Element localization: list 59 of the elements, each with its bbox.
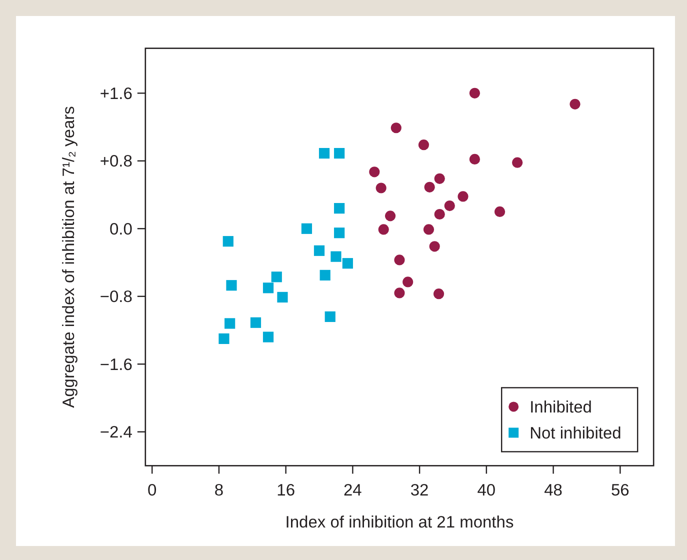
point (570, 98, 580, 110)
y-axis-title: Aggregate index of inhibition at 7¹/₂ years (60, 106, 78, 408)
y-tick-label: −2.4 (100, 424, 132, 442)
x-tick-label: 32 (410, 482, 429, 500)
x-tick-label: 16 (276, 482, 296, 500)
point (385, 210, 396, 222)
point (424, 182, 435, 192)
point (342, 258, 353, 269)
point (376, 182, 386, 194)
point (434, 208, 445, 220)
point (458, 191, 468, 202)
point (271, 272, 282, 282)
point (218, 333, 230, 344)
x-tick-label: 8 (214, 482, 224, 500)
point (444, 200, 455, 212)
point (330, 251, 342, 262)
point (250, 317, 262, 328)
point (324, 311, 336, 322)
point (378, 224, 389, 235)
point (334, 203, 345, 214)
point (277, 292, 288, 303)
point (334, 228, 345, 238)
x-tick-label: 56 (610, 482, 630, 500)
point (494, 206, 506, 218)
point (224, 318, 236, 329)
point (369, 166, 380, 178)
point (318, 148, 330, 159)
y-tick-label: −0.8 (100, 288, 132, 306)
x-axis-title: Index of inhibition at 21 months (285, 514, 514, 532)
x-tick-label: 24 (344, 482, 362, 500)
legend-label: Not inhibited (530, 424, 622, 442)
point (434, 173, 445, 184)
point (262, 282, 274, 294)
point (334, 148, 345, 159)
point (226, 280, 237, 291)
point (429, 241, 440, 252)
point (433, 288, 444, 300)
point (423, 224, 434, 235)
point (320, 270, 330, 281)
point (394, 288, 405, 298)
point (222, 236, 234, 247)
point (314, 245, 325, 256)
point (390, 122, 402, 134)
x-tick-label: 0 (147, 482, 157, 500)
y-tick-label: +1.6 (100, 84, 132, 103)
legend-label: Inhibited (530, 398, 592, 416)
x-tick-label: 40 (477, 482, 496, 500)
point (262, 332, 274, 342)
point (512, 157, 523, 168)
point (469, 88, 480, 98)
point (301, 223, 312, 234)
x-tick-label: 48 (544, 482, 562, 500)
y-tick-label: −1.6 (100, 356, 132, 374)
point (402, 276, 414, 288)
point (418, 140, 430, 150)
y-tick-label: +0.8 (100, 152, 132, 171)
point (469, 154, 480, 165)
point (394, 254, 405, 266)
y-tick-label: 0.0 (109, 220, 132, 238)
